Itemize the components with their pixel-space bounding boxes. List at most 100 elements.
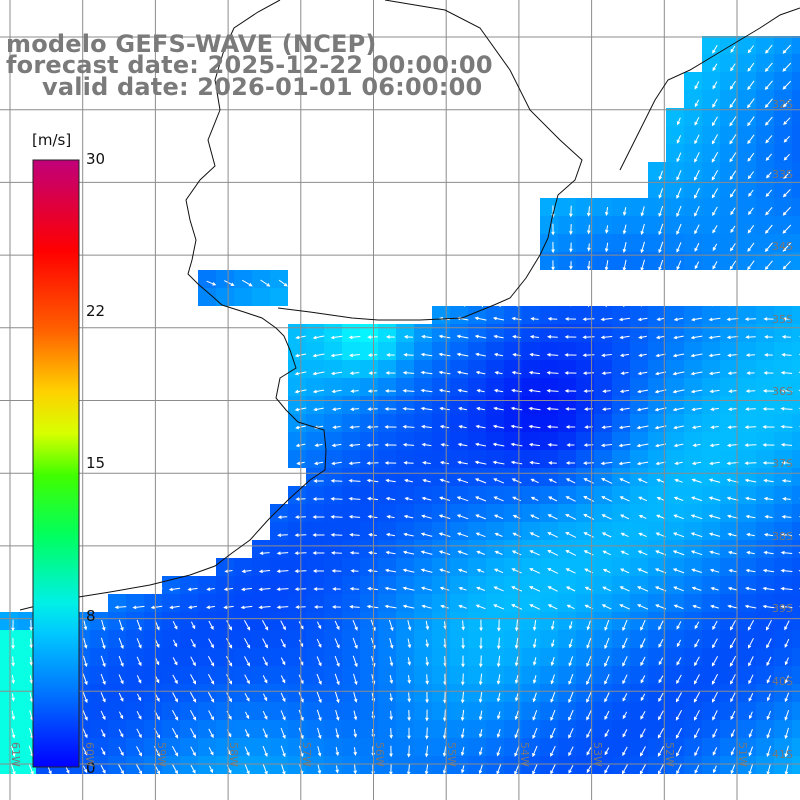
speed-cell [792,54,800,72]
speed-cell [324,738,342,756]
speed-cell [738,522,756,540]
speed-cell [414,720,432,738]
speed-cell [378,576,396,594]
speed-cell [738,324,756,342]
wind-arrow [672,550,685,556]
wind-arrow [639,763,647,775]
speed-cell [522,396,540,414]
wind-arrow [118,746,124,757]
wind-arrow [676,657,682,666]
speed-cell [144,666,162,684]
speed-cell [648,414,666,432]
wind-arrow [676,223,682,236]
wind-arrow [569,242,573,253]
wind-arrow [636,407,649,412]
wind-arrow [564,335,577,339]
wind-arrow [546,425,558,429]
speed-cell [324,342,342,360]
wind-arrow [600,443,613,448]
speed-cell [720,36,738,54]
wind-arrow [782,44,792,54]
wind-arrow [280,763,286,776]
wind-arrow [582,353,595,357]
wind-arrow [602,407,611,411]
speed-cell [396,468,414,486]
wind-arrow [100,764,106,774]
speed-cell [720,216,738,234]
wind-arrow [622,729,628,738]
wind-arrow [349,551,360,555]
speed-cell [432,540,450,558]
wind-arrow [207,691,215,703]
speed-cell [378,504,396,522]
speed-cell [738,720,756,738]
wind-arrow [640,638,646,649]
speed-cell [270,504,288,522]
wind-arrow [748,674,754,685]
speed-cell [612,252,630,270]
wind-arrow [639,746,646,757]
wind-arrow [330,497,343,501]
wind-arrow [421,604,432,609]
wind-arrow [278,279,288,287]
speed-cell [252,684,270,702]
wind-arrow [458,586,467,591]
wind-arrow [637,371,648,376]
wind-arrow [530,478,539,484]
wind-arrow [602,550,611,556]
wind-arrow [514,674,519,684]
latitude-label: 35S [772,313,793,326]
wind-arrow [766,619,772,631]
speed-cell [792,396,800,414]
wind-arrow [420,532,433,537]
speed-cell [378,468,396,486]
speed-cell [450,378,468,396]
speed-cell [684,342,702,360]
wind-arrow [334,655,340,668]
wind-arrow [439,460,450,465]
speed-cell [576,432,594,450]
wind-arrow [547,532,559,538]
speed-cell [756,558,774,576]
speed-cell [702,594,720,612]
wind-arrow [510,442,523,447]
wind-arrow [587,243,591,252]
speed-cell [396,432,414,450]
wind-arrow [691,425,702,430]
wind-arrow [546,388,559,393]
wind-arrow [384,604,397,609]
wind-arrow [460,709,465,722]
speed-cell [486,378,504,396]
speed-cell [756,144,774,162]
speed-cell [522,594,540,612]
wind-arrow [330,515,343,519]
wind-arrow [456,334,469,339]
wind-arrow [402,371,415,375]
wind-arrow [226,674,232,685]
wind-arrow [353,692,358,703]
speed-cell [486,576,504,594]
speed-cell [648,180,666,198]
wind-arrow [350,569,359,573]
speed-cell [324,504,342,522]
wind-arrow [708,532,721,537]
wind-arrow [709,407,719,411]
speed-cell [702,216,720,234]
wind-arrow [262,710,268,720]
wind-arrow [280,675,286,684]
wind-arrow [461,655,465,668]
speed-cell [360,468,378,486]
speed-cell [738,216,756,234]
wind-arrow [262,763,268,776]
speed-cell [756,504,774,522]
wind-arrow [438,550,451,556]
speed-cell [702,126,720,144]
wind-arrow [637,568,648,574]
wind-arrow [586,765,592,774]
wind-arrow [118,619,124,632]
wind-arrow [225,637,233,649]
speed-cell [432,432,450,450]
speed-cell [414,360,432,378]
wind-arrow [240,605,253,610]
speed-cell [486,558,504,576]
